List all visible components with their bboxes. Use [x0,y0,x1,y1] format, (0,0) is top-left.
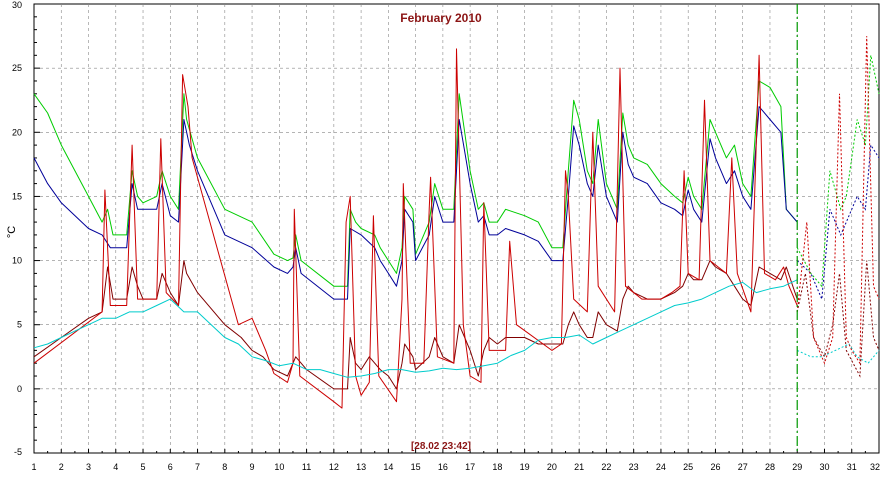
forecast-line-cyan [796,343,880,364]
x-tick-label: 23 [629,462,639,472]
x-tick-label: 1 [31,462,36,472]
x-tick-label: 15 [411,462,421,472]
x-tick-label: 4 [113,462,118,472]
x-tick-label: 19 [520,462,530,472]
x-tick-label: 20 [547,462,557,472]
timestamp-label: [28.02 23:42] [411,441,471,452]
x-tick-label: 24 [656,462,666,472]
x-tick-label: 11 [302,462,311,472]
y-tick-label: 15 [12,191,22,201]
x-tick-label: 25 [683,462,693,472]
x-tick-label: 18 [492,462,502,472]
x-tick-label: 14 [383,462,393,472]
y-axis-label: °C [6,226,18,238]
x-tick-label: 17 [465,462,475,472]
x-tick-label: 27 [738,462,748,472]
x-tick-label: 30 [819,462,829,472]
tick-layer: 1 2 3 4 5 6 7 8 9 10 11 12 13 14 15 16 17 18 19 20 21 22 23 24 2… [12,0,880,472]
y-tick-label: 25 [12,63,22,73]
y-tick-label: -5 [14,447,22,457]
x-tick-label: 9 [250,462,255,472]
series-line-red [33,48,798,409]
x-tick-label: 6 [168,462,173,472]
y-tick-label: 30 [12,0,22,10]
x-tick-label: 31 [847,462,857,472]
x-tick-label: 8 [222,462,227,472]
x-tick-label: 29 [792,462,802,472]
x-tick-label: 2 [59,462,64,472]
x-tick-label: 22 [601,462,611,472]
x-tick-label: 13 [356,462,366,472]
x-tick-label: 16 [438,462,448,472]
forecast-line-blue [796,143,880,300]
x-tick-label: 5 [141,462,146,472]
series-line-cyan [33,279,798,378]
x-tick-label: 28 [765,462,775,472]
chart-title: February 2010 [400,11,482,25]
series-line-dark_red [33,260,798,390]
x-tick-label: 26 [710,462,720,472]
x-tick-label: 32 [870,462,880,472]
x-tick-label: 21 [574,462,584,472]
x-tick-label: 7 [195,462,200,472]
series-line-green [33,80,798,287]
y-tick-label: 20 [12,127,22,137]
y-tick-label: 10 [12,256,22,266]
x-tick-label: 12 [329,462,339,472]
series-layer [33,48,798,409]
x-tick-label: 10 [274,462,284,472]
forecast-layer [796,36,880,378]
x-tick-label: 3 [86,462,91,472]
y-tick-label: 5 [17,320,22,330]
y-tick-label: 0 [17,384,22,394]
